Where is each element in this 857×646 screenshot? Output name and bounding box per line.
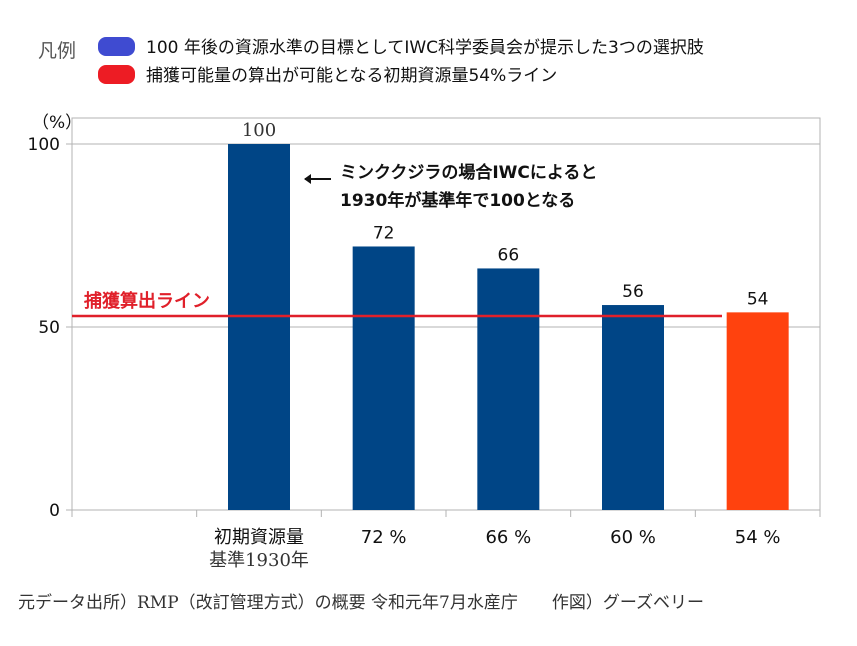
- bar-value-label: 56: [622, 282, 644, 302]
- annotation-arrow: [304, 174, 331, 184]
- y-unit-label: （%）: [32, 113, 82, 133]
- bar: [477, 268, 540, 510]
- legend-swatch-red: [98, 65, 135, 84]
- bar: [352, 246, 415, 511]
- x-category-label: 60 %: [610, 527, 656, 548]
- y-tick-label: 100: [28, 135, 60, 155]
- x-category-label: 72 %: [361, 527, 407, 548]
- source-text: 元データ出所）RMP（改訂管理方式）の概要 令和元年7月水産庁 作図）グーズベリ…: [18, 592, 704, 613]
- bar-value-label: 72: [373, 223, 395, 243]
- legend-item-2: 捕獲可能量の算出が可能となる初期資源量54%ライン: [146, 66, 557, 86]
- y-tick-label: 0: [49, 501, 60, 521]
- x-category-label: 54 %: [735, 527, 781, 548]
- bar-value-label: 100: [242, 120, 276, 141]
- x-category-label: 初期資源量: [214, 527, 304, 548]
- legend-item-1: 100 年後の資源水準の目標としてIWC科学委員会が提示した3つの選択肢: [146, 38, 704, 58]
- annotation-line-1: ミンククジラの場合IWCによると: [340, 162, 597, 183]
- legend-title: 凡例: [38, 40, 76, 62]
- reference-line-label: 捕獲算出ライン: [84, 290, 210, 312]
- bar: [726, 312, 789, 510]
- legend-swatch-blue: [98, 37, 135, 56]
- bars: 100 72 66 56 54: [72, 120, 789, 511]
- bar-value-label: 54: [747, 289, 769, 309]
- annotation-line-2: 1930年が基準年で100となる: [340, 190, 575, 211]
- bar: [228, 144, 290, 510]
- bar-value-label: 66: [498, 245, 520, 265]
- x-category-sublabel: 基準1930年: [209, 550, 309, 571]
- bar: [602, 305, 664, 510]
- x-category-label: 66 %: [485, 527, 531, 548]
- y-tick-label: 50: [38, 318, 60, 338]
